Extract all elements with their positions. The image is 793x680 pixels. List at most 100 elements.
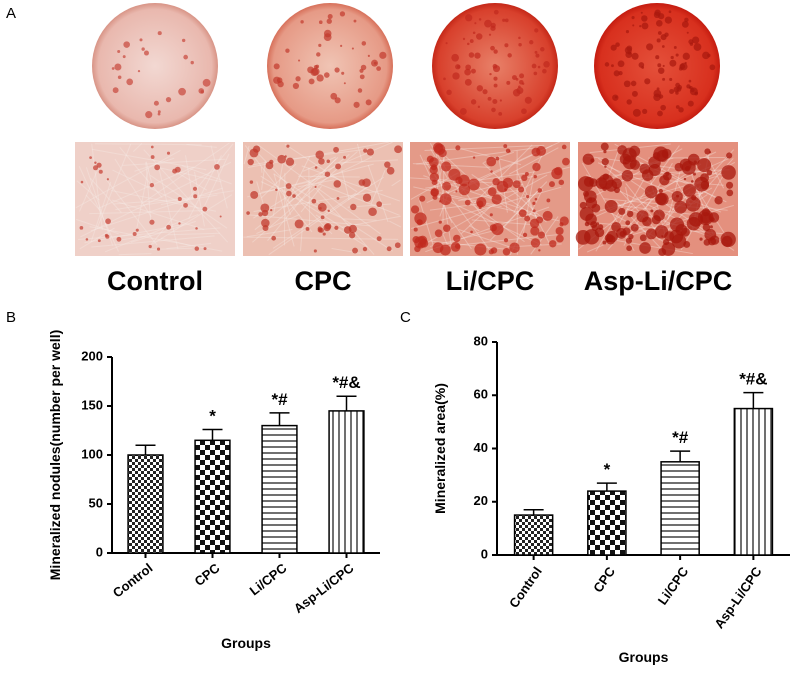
spot — [519, 73, 524, 78]
spot — [604, 165, 606, 167]
spot — [330, 93, 337, 100]
spot — [455, 177, 462, 184]
spot — [701, 181, 710, 190]
spot — [471, 69, 476, 74]
spot — [652, 215, 661, 224]
spot — [471, 99, 476, 104]
spot — [183, 203, 188, 208]
spot — [97, 163, 102, 168]
group-label: Asp-Li/CPC — [584, 266, 733, 296]
spot — [726, 152, 732, 158]
spot — [491, 247, 497, 253]
spot — [683, 53, 690, 60]
spot — [693, 173, 696, 176]
spot — [201, 90, 204, 93]
x-tick-label: Control — [110, 560, 156, 600]
spot — [419, 196, 425, 202]
spot — [622, 170, 633, 181]
spot — [123, 55, 126, 58]
bar — [128, 455, 163, 553]
spot — [533, 175, 536, 178]
spot — [203, 79, 211, 87]
spot — [683, 184, 696, 197]
spot — [333, 147, 339, 153]
spot — [141, 47, 144, 50]
spot — [138, 70, 140, 72]
spot — [532, 202, 535, 205]
spot — [675, 163, 684, 172]
spot — [640, 234, 647, 241]
spot — [672, 191, 683, 202]
spot — [318, 203, 327, 212]
spot — [446, 42, 448, 44]
spot — [494, 84, 498, 88]
spot — [366, 99, 372, 105]
spot — [295, 76, 300, 81]
spot — [384, 161, 390, 167]
spot — [662, 78, 665, 81]
spot — [669, 89, 674, 94]
spot — [379, 52, 386, 59]
fiber — [261, 167, 262, 173]
spot — [562, 158, 570, 166]
spot — [551, 168, 562, 179]
significance-label: * — [604, 460, 611, 479]
y-axis-label: Mineralized nodules(number per well) — [47, 330, 63, 580]
spot — [376, 66, 381, 71]
spot — [626, 30, 629, 33]
spot — [202, 207, 207, 212]
spot — [680, 63, 688, 71]
spot — [344, 82, 346, 84]
spot — [687, 32, 689, 34]
spot — [136, 229, 139, 232]
spot — [657, 38, 661, 42]
spot — [318, 227, 322, 231]
spot — [94, 162, 96, 164]
spot — [455, 64, 460, 69]
spot — [490, 170, 493, 173]
spot — [632, 24, 634, 26]
spot — [628, 234, 633, 239]
spot — [469, 52, 475, 58]
spot — [446, 90, 451, 95]
spot — [493, 77, 497, 81]
spot — [630, 160, 640, 170]
bar — [329, 411, 364, 553]
x-axis-label: Groups — [619, 649, 669, 665]
spot — [286, 145, 289, 148]
spot — [195, 227, 198, 230]
spot — [250, 180, 253, 183]
spot — [611, 222, 621, 232]
spot — [546, 199, 550, 203]
x-tick-label: CPC — [192, 560, 223, 589]
spot — [632, 53, 639, 60]
group-label: Control — [107, 266, 203, 296]
x-tick-label: CPC — [590, 564, 618, 596]
spot — [710, 225, 713, 228]
spot — [178, 88, 186, 96]
spot — [323, 232, 326, 235]
spot — [116, 237, 121, 242]
spot — [374, 62, 377, 65]
spot — [286, 158, 294, 166]
spot — [653, 152, 660, 159]
spot — [286, 191, 292, 197]
spot — [318, 44, 321, 47]
spot — [507, 53, 511, 57]
spot — [688, 101, 694, 107]
spot — [509, 243, 519, 253]
spot — [387, 246, 392, 251]
spot — [676, 53, 679, 56]
spot — [491, 108, 496, 113]
spot — [694, 92, 698, 96]
spot — [684, 178, 686, 180]
spot — [583, 191, 589, 197]
spot — [493, 49, 497, 53]
y-tick-label: 60 — [474, 387, 488, 402]
spot — [492, 99, 497, 104]
spot — [669, 60, 676, 67]
spot — [363, 194, 371, 202]
spot — [427, 156, 434, 163]
